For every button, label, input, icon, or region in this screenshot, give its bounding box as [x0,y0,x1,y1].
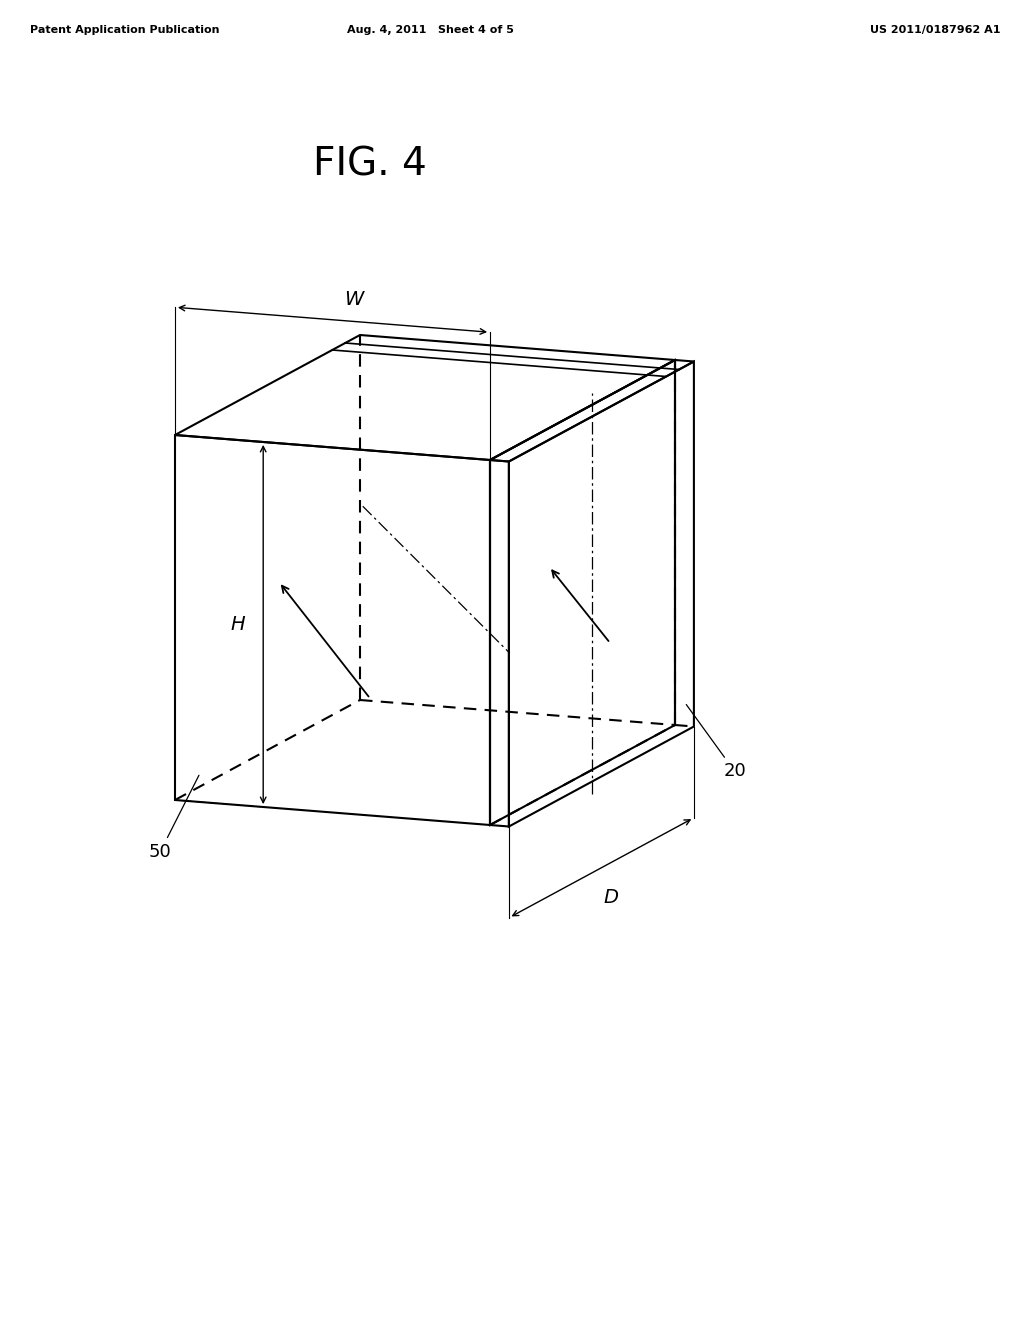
Text: 50: 50 [148,775,199,861]
Text: Aug. 4, 2011   Sheet 4 of 5: Aug. 4, 2011 Sheet 4 of 5 [346,25,513,36]
Text: W: W [344,290,362,309]
Text: US 2011/0187962 A1: US 2011/0187962 A1 [869,25,1000,36]
Text: FIG. 4: FIG. 4 [313,147,427,183]
Text: D: D [604,888,618,907]
Text: Patent Application Publication: Patent Application Publication [30,25,219,36]
Text: 20: 20 [686,705,746,780]
Text: H: H [230,615,245,634]
